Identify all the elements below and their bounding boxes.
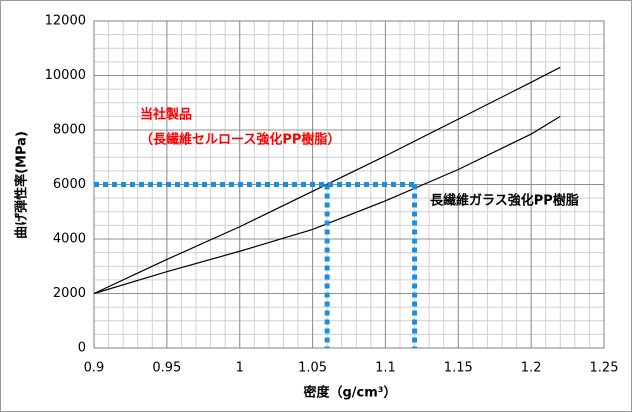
x-tick-label: 1 — [236, 361, 244, 376]
y-tick-label: 0 — [78, 341, 86, 356]
y-tick-label: 2000 — [53, 286, 86, 301]
series-line — [93, 115, 561, 295]
x-tick-label: 1.15 — [444, 361, 473, 376]
y-tick-label: 12000 — [45, 14, 86, 29]
annotation: 長繊維ガラス強化PP樹脂 — [430, 193, 579, 209]
x-tick-label: 0.9 — [84, 361, 105, 376]
annotation: （長繊維セルロース強化PP樹脂） — [140, 132, 340, 148]
x-axis-label: 密度（g/cm³） — [303, 385, 397, 401]
y-axis-label: 曲げ弾性率(MPa) — [14, 131, 30, 239]
y-tick-label: 4000 — [53, 232, 86, 247]
y-tick-label: 6000 — [53, 177, 86, 192]
series-line — [93, 66, 561, 295]
x-tick-label: 1.05 — [298, 361, 327, 376]
x-tick-label: 1.2 — [521, 361, 542, 376]
y-tick-label: 10000 — [45, 68, 86, 83]
y-tick-label: 8000 — [53, 123, 86, 138]
x-tick-label: 0.95 — [152, 361, 181, 376]
annotation: 当社製品 — [140, 107, 192, 123]
x-tick-label: 1.1 — [375, 361, 396, 376]
x-tick-label: 1.25 — [590, 361, 619, 376]
